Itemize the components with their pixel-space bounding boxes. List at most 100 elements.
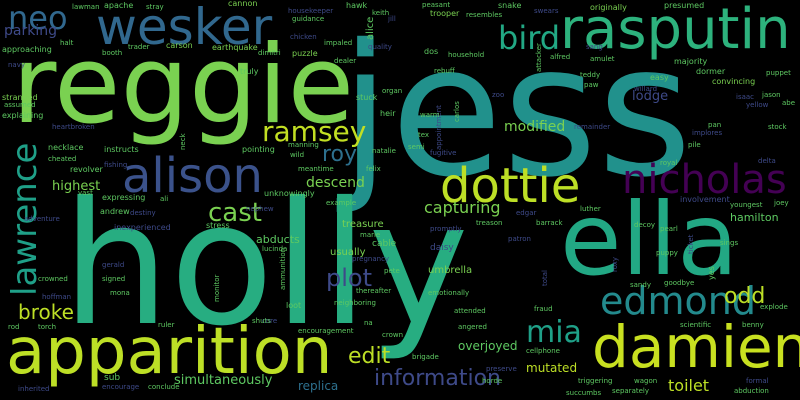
word-capturing: capturing [424, 198, 501, 217]
word-isaac: isaac [736, 93, 755, 101]
word-pearl: pearl [660, 225, 678, 233]
word-odd: odd [724, 284, 766, 309]
word-alfred: alfred [550, 53, 571, 61]
word-dormer: dormer [696, 67, 726, 76]
word-bird: bird [498, 19, 561, 57]
word-instructs: instructs [104, 145, 139, 154]
word-edmond: edmond [600, 279, 756, 323]
word-promptly: promptly [430, 225, 462, 233]
word-rebuff: rebuff [434, 67, 455, 75]
word-puzzle: puzzle [292, 49, 318, 58]
word-hamilton: hamilton [730, 211, 779, 224]
word-royal: royal [660, 159, 678, 167]
word-separately: separately [612, 387, 649, 395]
word-broke: broke [18, 300, 74, 324]
word-abduction: abduction [734, 387, 769, 395]
word-assumed: assumed [4, 101, 36, 109]
word-information: information [374, 366, 501, 391]
word-neighboring: neighboring [334, 299, 376, 307]
word-abe: abe [782, 99, 796, 107]
word-destiny: destiny [130, 209, 156, 217]
word-daisy: daisy [430, 243, 454, 253]
word-remainder: remainder [574, 123, 611, 131]
word-swears: swears [534, 7, 559, 15]
word-heartbroken: heartbroken [52, 123, 95, 131]
word-household: household [448, 51, 485, 59]
word-fishing: fishing [104, 161, 128, 169]
word-heir: heir [380, 109, 396, 118]
word-sandy: sandy [630, 281, 651, 289]
word-conclude: conclude [148, 383, 180, 391]
word-pointing: pointing [242, 145, 275, 154]
word-cellphone: cellphone [526, 347, 560, 355]
word-example: example [326, 199, 357, 207]
word-semi: semi [408, 143, 425, 151]
word-fraud: fraud [534, 305, 553, 313]
word-dos: dos [424, 47, 439, 56]
word-total: total [541, 269, 549, 286]
word-decoy: decoy [634, 221, 656, 229]
word-jill: jill [388, 15, 396, 23]
word-usually: usually [330, 247, 366, 258]
word-descend: descend [306, 175, 365, 191]
word-sang: sang [586, 43, 603, 51]
word-majority: majority [674, 57, 708, 66]
word-stray: stray [146, 3, 164, 11]
word-neck: neck [179, 133, 187, 150]
word-guidance: guidance [292, 15, 325, 23]
word-pregnancy: pregnancy [352, 255, 390, 263]
word-treason: treason [476, 219, 503, 227]
word-replica: replica [298, 379, 339, 393]
word-thereafter: thereafter [356, 287, 392, 295]
word-scientific: scientific [680, 321, 712, 329]
word-patron: patron [508, 235, 531, 243]
word-highest: highest [52, 179, 101, 194]
word-toilet: toilet [668, 376, 710, 395]
word-mona: mona [110, 289, 130, 297]
word-cheated: cheated [48, 155, 77, 163]
word-unknowingly: unknowingly [264, 189, 315, 198]
word-presumed: presumed [664, 1, 705, 10]
word-apache: apache [104, 1, 134, 10]
word-sub: sub [104, 373, 121, 383]
word-snake: snake [498, 1, 522, 10]
word-involvement: involvement [680, 195, 730, 204]
word-trader: trader [128, 43, 150, 51]
word-housekeeper: housekeeper [288, 7, 334, 15]
word-signed: signed [102, 275, 126, 283]
word-halt: halt [60, 39, 74, 47]
word-modified: modified [504, 119, 566, 135]
word-chicken: chicken [290, 33, 317, 41]
word-stuck: stuck [356, 93, 378, 102]
word-dottie: dottie [440, 158, 581, 214]
word-convincing: convincing [712, 77, 756, 86]
word-andrew: andrew [100, 207, 130, 216]
word-hoffman: hoffman [42, 293, 72, 301]
word-attacker: attacker [535, 43, 543, 72]
word-puppet: puppet [766, 69, 791, 77]
word-overjoyed: overjoyed [458, 339, 518, 353]
word-ammunition: ammunition [279, 247, 287, 290]
word-dealer: dealer [334, 57, 357, 65]
word-wagon: wagon [634, 377, 658, 385]
word-edit: edit [348, 344, 391, 369]
word-ramsey: ramsey [262, 115, 367, 148]
word-triggering: triggering [578, 377, 613, 385]
word-willard: willard [634, 85, 658, 93]
word-plot: plot [326, 264, 372, 292]
word-yes: yes [707, 266, 716, 280]
word-earthquake: earthquake [212, 43, 258, 52]
word-alison: alison [122, 148, 263, 204]
word-core: core [262, 317, 278, 325]
word-cast: cast [208, 198, 262, 228]
word-loot: loot [286, 301, 302, 310]
word-youngest: youngest [730, 201, 763, 209]
word-trooper: trooper [430, 9, 460, 18]
word-luther: luther [580, 205, 601, 213]
word-approaching: approaching [2, 45, 52, 54]
word-succumbs: succumbs [566, 389, 602, 397]
word-nicholas: nicholas [622, 157, 787, 203]
word-meantime: meantime [298, 165, 334, 173]
word-warm: warm [420, 111, 440, 119]
